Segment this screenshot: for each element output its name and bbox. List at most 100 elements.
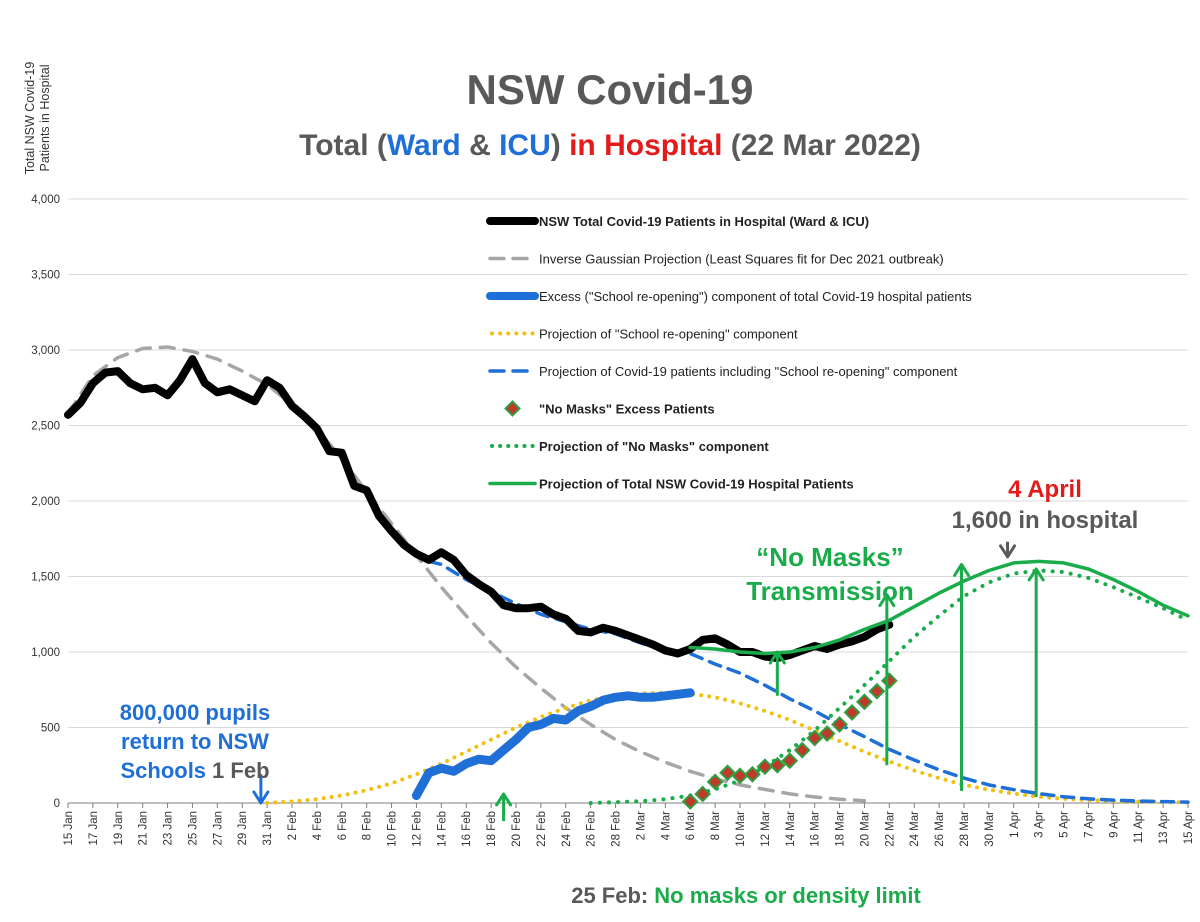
no-masks-point	[731, 767, 749, 785]
x-tick-15-jan: 15 Jan	[63, 811, 75, 846]
subtitle-part-total: Total (	[299, 129, 387, 162]
x-tick-11-apr: 11 Apr	[1133, 811, 1145, 844]
no-masks-point	[744, 765, 761, 783]
y-tick-label: 3,500	[31, 270, 60, 282]
no-masks-point	[831, 716, 848, 733]
no-masks-point	[781, 752, 799, 770]
annotation-arrow-2	[768, 650, 786, 696]
x-tick-26-feb: 26 Feb	[586, 811, 598, 847]
x-tick-16-mar: 16 Mar	[810, 811, 822, 847]
x-tick-4-mar: 4 Mar	[660, 811, 672, 841]
x-tick-22-feb: 22 Feb	[536, 811, 548, 847]
no-masks-point	[856, 693, 873, 711]
x-tick-18-mar: 18 Mar	[835, 811, 847, 847]
annotation-arrow-5	[1027, 567, 1045, 797]
legend-swatch	[504, 400, 521, 417]
legend-item-2: Excess ("School re-opening") component o…	[486, 289, 972, 304]
y-axis-title: Total NSW Covid-19 Patients in Hospital	[23, 62, 52, 175]
no-masks-line-1: “No Masks”	[756, 542, 903, 572]
legend-item-5: "No Masks" Excess Patients	[504, 400, 715, 417]
y-axis-title-line-1: Total NSW Covid-19	[23, 62, 37, 175]
y-tick-label: 3,000	[31, 345, 60, 357]
x-tick-16-feb: 16 Feb	[461, 811, 473, 847]
x-tick-14-feb: 14 Feb	[436, 811, 448, 847]
x-tick-2-feb: 2 Feb	[287, 811, 299, 840]
series-school-projection	[265, 690, 1190, 805]
no-masks-point	[843, 703, 861, 721]
x-tick-26-mar: 26 Mar	[934, 811, 946, 847]
x-tick-6-mar: 6 Mar	[685, 811, 697, 841]
april-subtitle: 1,600 in hospital	[952, 507, 1139, 534]
x-tick-20-feb: 20 Feb	[511, 811, 523, 847]
x-tick-9-apr: 9 Apr	[1108, 811, 1120, 838]
feb25-annotation: 25 Feb: No masks or density limit	[571, 883, 921, 908]
legend-label: Projection of Covid-19 patients includin…	[539, 364, 958, 379]
x-tick-8-feb: 8 Feb	[362, 811, 374, 840]
legend-label: Excess ("School re-opening") component o…	[539, 289, 972, 304]
no-masks-point	[793, 741, 811, 759]
pupils-date: 1 Feb	[212, 758, 269, 783]
x-tick-22-mar: 22 Mar	[884, 811, 896, 847]
no-masks-point	[756, 758, 774, 776]
pupils-line-2: return to NSW	[121, 729, 269, 754]
annotation-arrow-0	[252, 774, 270, 805]
legend: NSW Total Covid-19 Patients in Hospital …	[486, 214, 972, 492]
x-tick-23-jan: 23 Jan	[163, 811, 175, 846]
no-masks-point	[719, 764, 736, 782]
x-tick-15-apr: 15 Apr	[1183, 811, 1195, 844]
annotation-arrow-6	[999, 541, 1017, 559]
feb25-text: No masks or density limit	[654, 883, 921, 908]
y-tick-label: 4,000	[31, 194, 60, 206]
annotation-arrow-4	[953, 562, 971, 791]
y-tick-label: 1,000	[31, 647, 60, 659]
subtitle-part-amp: &	[461, 129, 499, 162]
series-total-projection	[688, 559, 1190, 656]
no-masks-point	[868, 682, 886, 700]
annotation-arrow-1	[495, 792, 513, 822]
arrows-layer	[252, 541, 1045, 822]
april-annotation: 4 April 1,600 in hospital	[952, 476, 1139, 534]
x-tick-28-mar: 28 Mar	[959, 811, 971, 847]
x-tick-27-jan: 27 Jan	[212, 811, 224, 846]
x-tick-4-feb: 4 Feb	[312, 811, 324, 840]
pupils-schools: Schools	[120, 758, 206, 783]
series-projection-incl-school	[427, 559, 1190, 804]
no-masks-point	[706, 773, 724, 791]
legend-label: Projection of "School re-opening" compon…	[539, 327, 798, 342]
x-axis-ticks: 15 Jan 17 Jan 19 Jan 21 Jan 23 Jan 25 Jan 27 J…	[63, 803, 1195, 847]
subtitle-part-ward: Ward	[387, 129, 461, 162]
y-tick-label: 500	[41, 723, 60, 735]
series-school-excess	[411, 688, 695, 800]
x-tick-21-jan: 21 Jan	[138, 811, 150, 846]
legend-item-4: Projection of Covid-19 patients includin…	[488, 364, 958, 379]
x-tick-17-jan: 17 Jan	[88, 811, 100, 846]
no-masks-point	[818, 725, 836, 742]
x-tick-10-mar: 10 Mar	[735, 811, 747, 847]
x-tick-31-jan: 31 Jan	[262, 811, 274, 846]
subtitle-part-close: )	[551, 129, 561, 162]
no-masks-point	[880, 672, 898, 690]
legend-label: Projection of Total NSW Covid-19 Hospita…	[539, 477, 854, 492]
subtitle-part-icu: ICU	[499, 129, 551, 162]
x-tick-10-feb: 10 Feb	[387, 811, 399, 847]
pupils-line-3: Schools 1 Feb	[120, 758, 269, 783]
pupils-line-1: 800,000 pupils	[120, 700, 270, 725]
x-tick-12-mar: 12 Mar	[760, 811, 772, 847]
pupils-annotation: 800,000 pupils return to NSW Schools 1 Fe…	[120, 700, 270, 783]
x-tick-12-feb: 12 Feb	[411, 811, 423, 847]
y-axis-title-line-2: Patients in Hospital	[38, 64, 52, 171]
no-masks-point	[681, 793, 699, 810]
subtitle-part-date: (22 Mar 2022)	[722, 129, 920, 162]
legend-label: "No Masks" Excess Patients	[539, 402, 715, 417]
feb25-date: 25 Feb:	[571, 883, 648, 908]
x-tick-6-feb: 6 Feb	[337, 811, 349, 840]
x-tick-14-mar: 14 Mar	[785, 811, 797, 847]
x-tick-25-jan: 25 Jan	[187, 811, 199, 846]
y-tick-label: 2,000	[31, 496, 60, 508]
legend-item-3: Projection of "School re-opening" compon…	[490, 327, 798, 342]
y-tick-label: 2,500	[31, 421, 60, 433]
legend-item-1: Inverse Gaussian Projection (Least Squar…	[488, 252, 944, 267]
